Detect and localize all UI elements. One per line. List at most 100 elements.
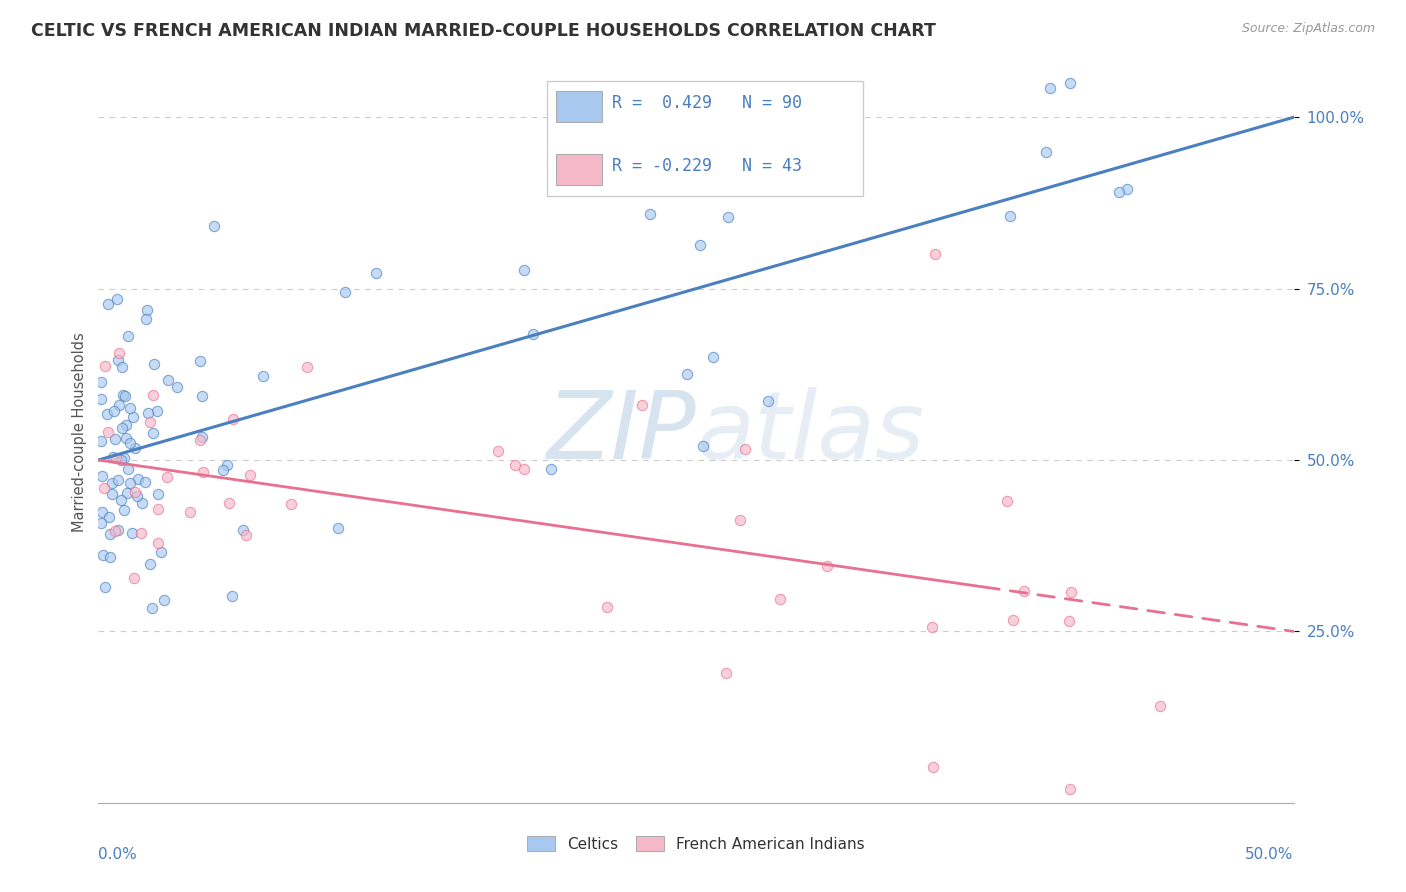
- Point: [104, 524, 127, 538]
- Text: ZIP: ZIP: [547, 387, 696, 478]
- Point: [96, 407, 118, 421]
- Point: [333, 285, 356, 300]
- Point: [1035, 145, 1057, 159]
- Point: [120, 476, 142, 491]
- Point: [104, 432, 127, 446]
- Point: [120, 401, 142, 415]
- Point: [108, 346, 131, 360]
- Point: [105, 451, 128, 466]
- Point: [769, 592, 792, 607]
- Point: [115, 418, 138, 433]
- Point: [596, 599, 619, 614]
- Text: 50.0%: 50.0%: [1246, 847, 1294, 863]
- Point: [114, 431, 136, 445]
- Text: atlas: atlas: [696, 387, 924, 478]
- Point: [145, 404, 167, 418]
- Point: [1012, 584, 1035, 599]
- Point: [734, 442, 756, 456]
- Point: [146, 486, 169, 500]
- Point: [297, 360, 319, 375]
- Point: [141, 601, 163, 615]
- Point: [689, 238, 711, 252]
- Point: [513, 263, 536, 277]
- Point: [139, 415, 162, 429]
- Point: [146, 535, 169, 549]
- Point: [112, 503, 135, 517]
- Point: [107, 523, 129, 537]
- Point: [90, 392, 112, 406]
- Point: [117, 329, 139, 343]
- Point: [111, 360, 134, 375]
- Point: [202, 219, 225, 233]
- Point: [218, 496, 240, 510]
- Point: [156, 470, 179, 484]
- Point: [91, 548, 114, 562]
- Point: [522, 326, 544, 341]
- Point: [120, 436, 142, 450]
- Point: [90, 516, 112, 530]
- Point: [142, 358, 165, 372]
- Point: [1060, 585, 1083, 599]
- Point: [179, 505, 201, 519]
- Point: [815, 558, 838, 573]
- Point: [190, 388, 212, 402]
- Text: CELTIC VS FRENCH AMERICAN INDIAN MARRIED-COUPLE HOUSEHOLDS CORRELATION CHART: CELTIC VS FRENCH AMERICAN INDIAN MARRIED…: [31, 22, 936, 40]
- FancyBboxPatch shape: [557, 153, 602, 185]
- Point: [121, 409, 143, 424]
- Point: [111, 421, 134, 435]
- Point: [112, 450, 135, 465]
- Text: R = -0.229   N = 43: R = -0.229 N = 43: [613, 157, 803, 175]
- Point: [1149, 698, 1171, 713]
- Point: [110, 492, 132, 507]
- Point: [217, 458, 239, 472]
- Point: [513, 461, 536, 475]
- Point: [626, 131, 648, 145]
- Point: [1001, 613, 1024, 627]
- Point: [995, 494, 1018, 508]
- Point: [117, 462, 139, 476]
- Point: [702, 350, 724, 364]
- Point: [146, 502, 169, 516]
- Point: [135, 312, 157, 326]
- Point: [364, 266, 387, 280]
- Point: [1115, 182, 1137, 196]
- Point: [136, 406, 159, 420]
- Point: [90, 434, 112, 448]
- Point: [692, 440, 714, 454]
- Point: [922, 759, 945, 773]
- Point: [540, 462, 562, 476]
- Point: [193, 465, 215, 479]
- Point: [188, 354, 211, 368]
- Point: [235, 528, 257, 542]
- Point: [631, 398, 654, 412]
- Point: [166, 380, 188, 394]
- Point: [486, 444, 509, 458]
- Point: [90, 469, 112, 483]
- Point: [110, 453, 132, 467]
- Point: [122, 571, 145, 585]
- Point: [188, 434, 211, 448]
- Point: [142, 388, 165, 402]
- Point: [97, 425, 120, 440]
- Point: [97, 510, 120, 524]
- Point: [191, 430, 214, 444]
- Point: [157, 373, 180, 387]
- Point: [107, 473, 129, 487]
- Point: [138, 558, 160, 572]
- Point: [136, 302, 159, 317]
- Point: [124, 485, 146, 500]
- Point: [134, 475, 156, 489]
- Point: [924, 247, 946, 261]
- Point: [758, 394, 780, 409]
- Point: [921, 620, 943, 634]
- Point: [561, 164, 583, 178]
- Point: [125, 489, 148, 503]
- Point: [93, 481, 115, 495]
- Text: Source: ZipAtlas.com: Source: ZipAtlas.com: [1241, 22, 1375, 36]
- Point: [239, 467, 262, 482]
- Point: [94, 359, 117, 373]
- Point: [1108, 186, 1130, 200]
- Text: 0.0%: 0.0%: [98, 847, 138, 863]
- Point: [1057, 614, 1080, 628]
- Point: [221, 589, 243, 603]
